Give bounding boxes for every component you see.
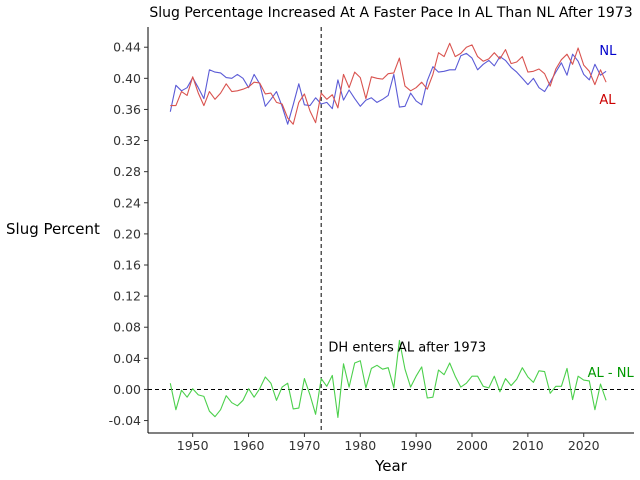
y-tick-label: 0.24	[113, 195, 141, 210]
x-tick-label: 1990	[400, 438, 432, 453]
x-tick-label: 1970	[289, 438, 321, 453]
x-tick-label: 2010	[512, 438, 544, 453]
series-line-nl	[169, 52, 607, 125]
y-tick-label: 0.28	[113, 164, 141, 179]
y-tick-label: 0.04	[113, 351, 141, 366]
x-tick-label: 2020	[568, 438, 600, 453]
annotation-label: NL	[599, 44, 617, 59]
x-tick-label: 2000	[456, 438, 488, 453]
plot-area: -0.04 0.00 0.04 0.08 0.12 0.16 0.20 0.24 0.28 0.3…	[109, 27, 635, 453]
annotation-label: DH enters AL after 1973	[328, 340, 486, 355]
y-tick-label: 0.00	[113, 382, 141, 397]
series-line-al-nl	[169, 339, 607, 418]
annotation-label: AL - NL	[588, 366, 635, 381]
chart-title: Slug Percentage Increased At A Faster Pa…	[149, 5, 632, 21]
y-tick-label: 0.36	[113, 102, 141, 117]
y-tick-label: 0.20	[113, 226, 141, 241]
x-tick-label: 1950	[177, 438, 209, 453]
series-line-al	[170, 42, 607, 125]
y-tick-label: 0.12	[113, 289, 141, 304]
y-tick-label: 0.16	[113, 258, 141, 273]
y-tick-label: 0.32	[113, 133, 141, 148]
y-tick-label: 0.40	[113, 71, 141, 86]
y-tick-label: -0.04	[109, 413, 141, 428]
y-tick-label: 0.08	[113, 320, 141, 335]
x-axis-title: Year	[374, 457, 408, 475]
x-tick-label: 1960	[233, 438, 265, 453]
y-axis-title: Slug Percent	[6, 220, 100, 238]
x-tick-label: 1980	[344, 438, 376, 453]
annotation-label: AL	[599, 93, 616, 108]
y-tick-label: 0.44	[113, 40, 141, 55]
